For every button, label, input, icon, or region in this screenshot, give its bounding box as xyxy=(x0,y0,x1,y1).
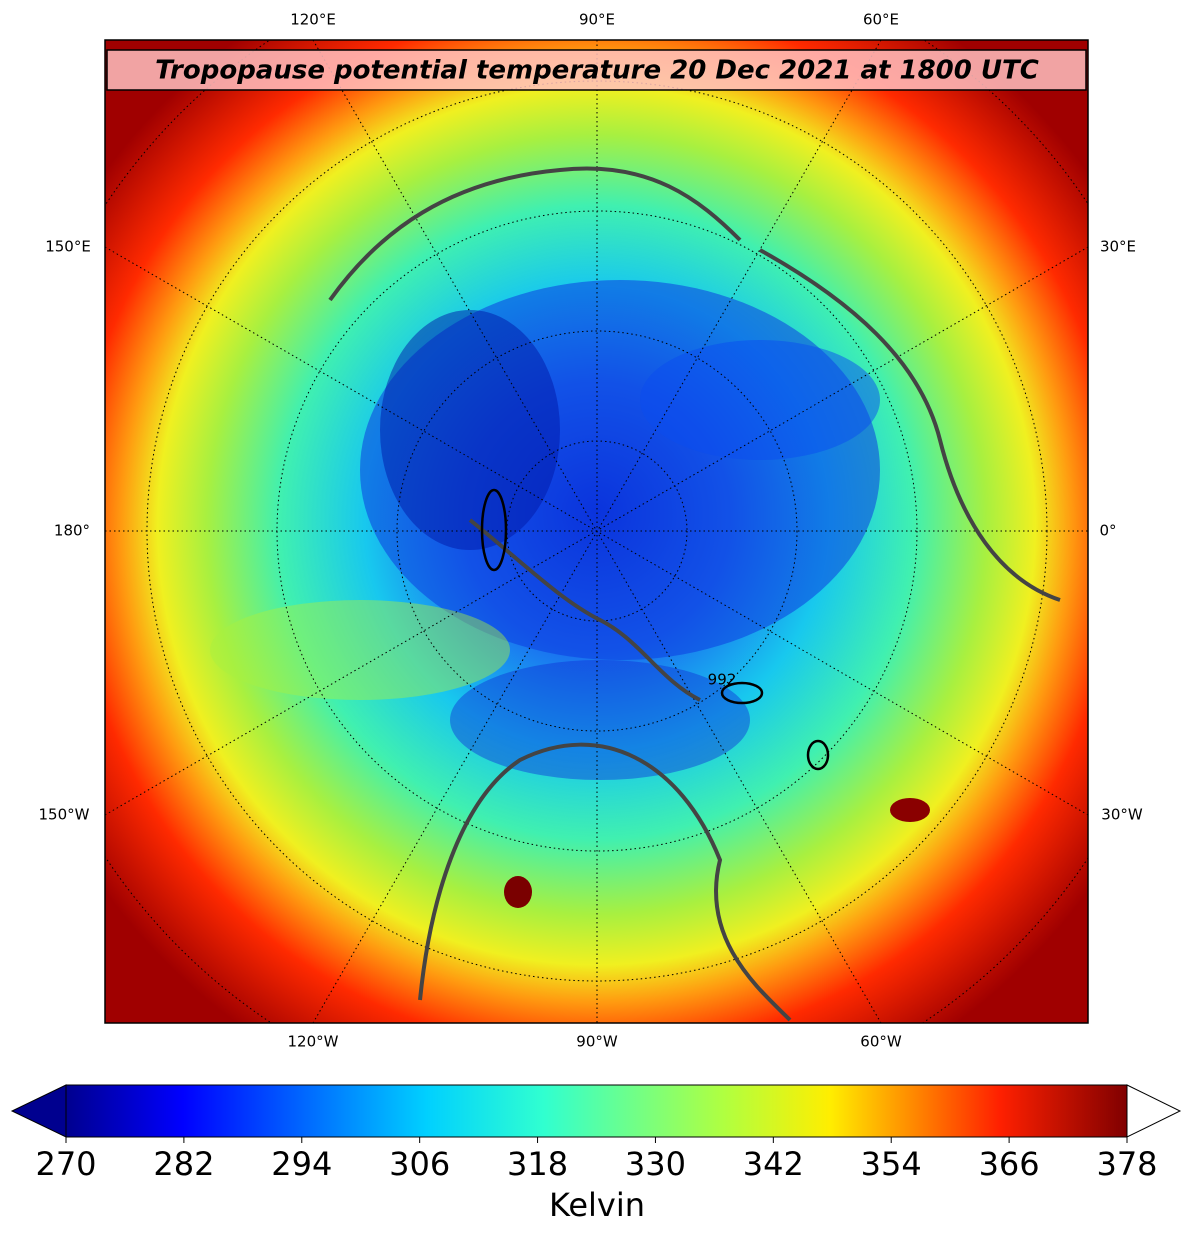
colorbar-tick-label: 354 xyxy=(861,1145,922,1183)
map-title: Tropopause potential temperature 20 Dec … xyxy=(155,56,1039,86)
colorbar-tick-label: 306 xyxy=(389,1145,450,1183)
warm-tongue xyxy=(210,600,510,700)
longitude-label: 30°W xyxy=(1101,806,1143,824)
longitude-label: 90°E xyxy=(579,11,615,29)
longitude-label: 0° xyxy=(1099,522,1116,540)
colorbar-label: Kelvin xyxy=(549,1186,645,1224)
colorbar-tick-label: 330 xyxy=(625,1145,686,1183)
longitude-label: 60°E xyxy=(863,11,899,29)
warm-spot xyxy=(504,876,532,908)
colorbar-over xyxy=(1126,1084,1182,1138)
colorbar-tick-label: 378 xyxy=(1096,1145,1157,1183)
longitude-label: 180° xyxy=(54,522,90,540)
colorbar-tick-label: 342 xyxy=(743,1145,804,1183)
colorbar-under xyxy=(10,1084,67,1138)
longitude-label: 90°W xyxy=(576,1033,618,1051)
longitude-label: 60°W xyxy=(860,1033,902,1051)
map-frame xyxy=(104,39,1089,1024)
longitude-label: 30°E xyxy=(1100,238,1136,256)
contour-label: 992 xyxy=(708,671,737,689)
colorbar-tick-label: 270 xyxy=(35,1145,96,1183)
warm-spot xyxy=(890,798,930,822)
cold-core xyxy=(450,660,750,780)
colorbar xyxy=(65,1084,1128,1138)
cold-core xyxy=(380,310,560,550)
title-box xyxy=(106,49,1087,91)
coastlines xyxy=(328,166,1061,1022)
cold-core xyxy=(640,340,880,460)
graticule xyxy=(105,40,1088,1023)
longitude-label: 120°W xyxy=(288,1033,339,1051)
longitude-label: 150°W xyxy=(39,806,90,824)
colorbar-tick-label: 294 xyxy=(271,1145,332,1183)
longitude-label: 150°E xyxy=(45,238,91,256)
pressure-contours xyxy=(480,488,830,771)
colorbar-tick-label: 366 xyxy=(979,1145,1040,1183)
colorbar-tick-label: 318 xyxy=(507,1145,568,1183)
longitude-label: 120°E xyxy=(290,11,336,29)
map-field xyxy=(105,40,1088,1023)
colorbar-tick-label: 282 xyxy=(153,1145,214,1183)
